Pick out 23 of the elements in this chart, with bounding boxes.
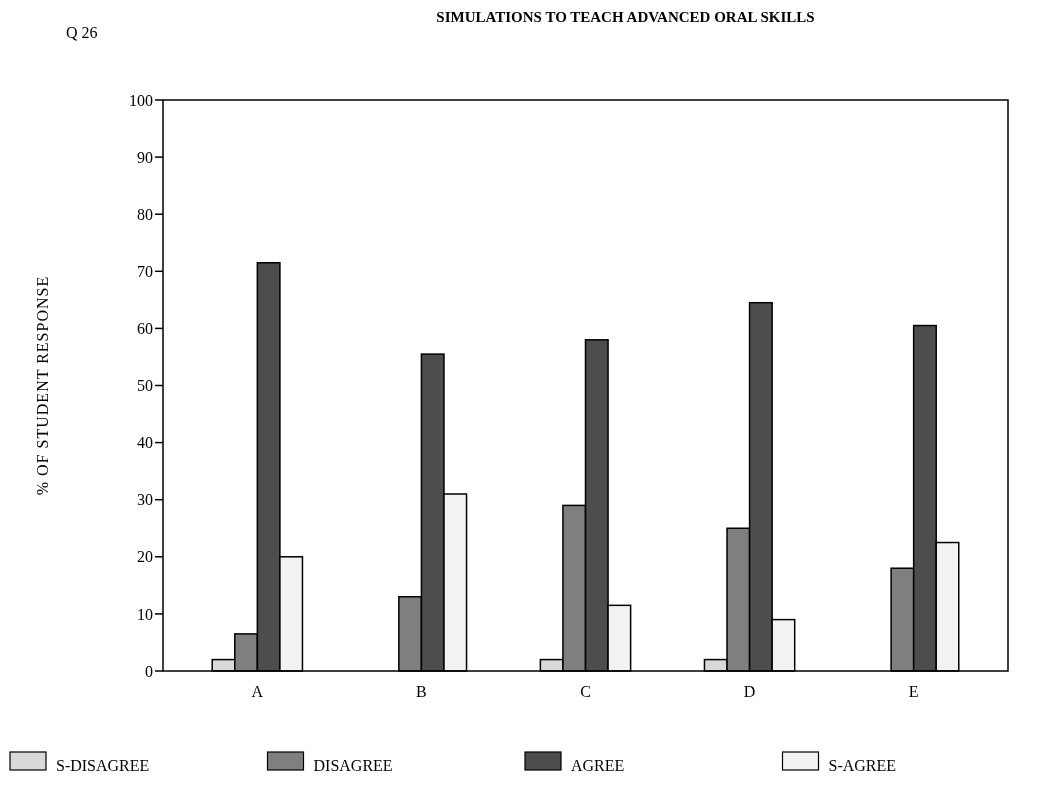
y-tick-label: 0 [145, 662, 153, 680]
y-tick-label: 20 [137, 548, 153, 566]
legend-label: S-DISAGREE [56, 757, 150, 775]
x-tick-label: B [416, 683, 427, 700]
x-tick-label: C [580, 683, 591, 700]
y-tick-label: 10 [137, 605, 153, 623]
y-tick-label: 30 [137, 491, 153, 509]
y-tick-label: 70 [137, 262, 153, 280]
y-tick-label: 90 [137, 148, 153, 166]
x-tick-label: E [908, 683, 919, 700]
legend-label: AGREE [571, 757, 625, 775]
y-tick-label: 80 [137, 205, 153, 223]
y-tick-label: 50 [137, 377, 153, 395]
x-tick-label: A [251, 683, 264, 700]
legend-label: DISAGREE [313, 757, 393, 775]
x-tick-label: D [743, 683, 756, 700]
text: Q 26 [66, 24, 98, 41]
y-tick-label: 40 [137, 434, 153, 452]
y-axis-title: % OF STUDENT RESPONSE [34, 275, 51, 496]
y-tick-label: 60 [137, 320, 153, 337]
legend-label: S-AGREE [828, 757, 897, 775]
chart-title: SIMULATIONS TO TEACH ADVANCED ORAL SKILLS [436, 9, 815, 25]
y-tick-label: 100 [129, 91, 153, 109]
